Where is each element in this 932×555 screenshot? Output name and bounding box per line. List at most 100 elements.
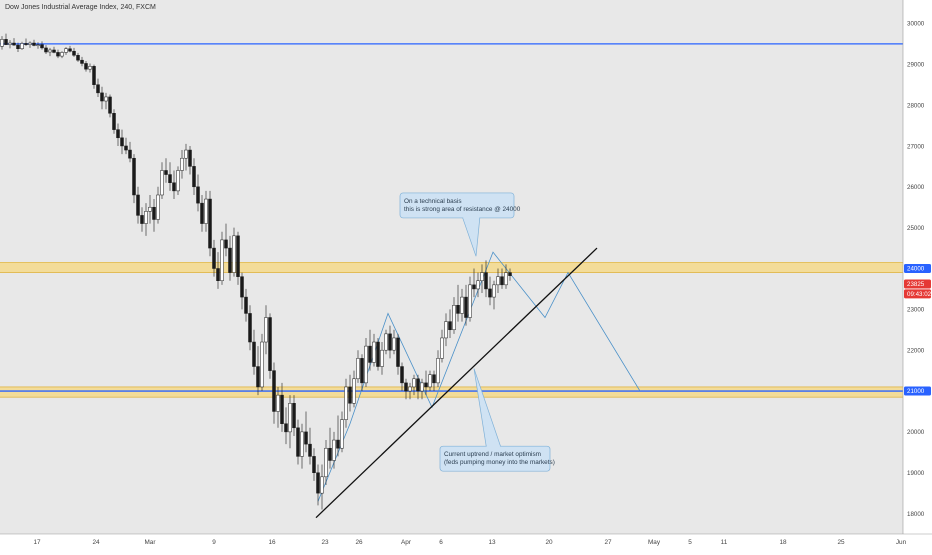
price-tag bbox=[904, 279, 931, 289]
y-tick-label: 28000 bbox=[907, 102, 925, 109]
candle-body bbox=[508, 272, 512, 276]
x-tick-label: 16 bbox=[268, 539, 276, 546]
candle-body bbox=[256, 366, 260, 388]
candle-body bbox=[444, 321, 448, 339]
candle-body bbox=[380, 349, 384, 367]
candle-body bbox=[56, 52, 60, 57]
price-tag-label: 21000 bbox=[907, 388, 925, 395]
candle-body bbox=[156, 194, 160, 220]
x-tick-label: May bbox=[648, 539, 661, 546]
x-tick-label: 26 bbox=[355, 539, 363, 546]
candle-body bbox=[468, 284, 472, 318]
candle-body bbox=[208, 198, 212, 249]
candle-body bbox=[184, 149, 188, 159]
candle-body bbox=[240, 276, 244, 298]
candle-body bbox=[356, 358, 360, 380]
candle-body bbox=[500, 276, 504, 286]
resistance-zone bbox=[0, 386, 903, 398]
candle-body bbox=[132, 157, 136, 196]
candle-body bbox=[136, 194, 140, 216]
candle-body bbox=[32, 42, 36, 46]
candle-body bbox=[164, 170, 168, 175]
candle-body bbox=[320, 476, 324, 494]
y-tick-label: 30000 bbox=[907, 21, 925, 28]
candle-body bbox=[268, 317, 272, 371]
callout-box[interactable] bbox=[399, 192, 515, 219]
candle-body bbox=[204, 198, 208, 224]
trendline[interactable] bbox=[315, 247, 598, 519]
candle-body bbox=[76, 55, 80, 61]
candle-body bbox=[4, 39, 8, 45]
candle-body bbox=[236, 235, 240, 277]
candle-body bbox=[100, 92, 104, 102]
candle-body bbox=[368, 345, 372, 363]
candle-body bbox=[328, 447, 332, 461]
candle-body bbox=[140, 215, 144, 224]
candle-body bbox=[480, 272, 484, 282]
candle-body bbox=[212, 247, 216, 269]
candle-body bbox=[288, 403, 292, 433]
candle-body bbox=[88, 66, 92, 70]
x-tick-label: Apr bbox=[401, 539, 412, 546]
candle-body bbox=[84, 63, 88, 70]
candle-body bbox=[28, 42, 32, 45]
callout-text: this is strong area of resistance @ 2400… bbox=[404, 206, 521, 213]
candle-body bbox=[36, 44, 40, 46]
candle-body bbox=[432, 374, 436, 384]
candle-body bbox=[96, 84, 100, 94]
candle-body bbox=[376, 341, 380, 367]
candle-body bbox=[372, 341, 376, 363]
x-tick-label: 25 bbox=[837, 539, 845, 546]
candle-body bbox=[116, 129, 120, 139]
x-tick-label: Jun bbox=[896, 539, 907, 546]
price-tag bbox=[904, 264, 931, 273]
candle-body bbox=[8, 42, 12, 45]
x-tick-label: 23 bbox=[321, 539, 329, 546]
candle-body bbox=[472, 284, 476, 290]
candle-body bbox=[220, 239, 224, 282]
candle-body bbox=[344, 386, 348, 420]
candle-body bbox=[260, 341, 264, 388]
candle-body bbox=[364, 345, 368, 384]
candle-body bbox=[52, 49, 56, 53]
candle-body bbox=[352, 378, 356, 404]
candle-body bbox=[12, 42, 16, 46]
price-tag-label: 23825 bbox=[907, 281, 925, 288]
candle-body bbox=[476, 280, 480, 290]
candle-body bbox=[488, 288, 492, 298]
candle-body bbox=[80, 59, 84, 64]
candle-body bbox=[104, 96, 108, 102]
candle-body bbox=[44, 47, 48, 53]
candle-body bbox=[144, 211, 148, 224]
candle-body bbox=[464, 296, 468, 318]
candle-body bbox=[336, 439, 340, 449]
callout-text: Current uptrend / market optimism bbox=[444, 451, 541, 458]
candle-body bbox=[176, 170, 180, 192]
candle-body bbox=[196, 186, 200, 204]
candle-body bbox=[416, 378, 420, 392]
candle-body bbox=[180, 157, 184, 171]
candle-body bbox=[348, 386, 352, 404]
callout-text: (feds pumping money into the markets) bbox=[444, 459, 555, 466]
candle-body bbox=[124, 145, 128, 151]
candle-body bbox=[0, 39, 4, 47]
candle-body bbox=[504, 272, 508, 286]
x-tick-label: 24 bbox=[92, 539, 100, 546]
candle-body bbox=[228, 247, 232, 273]
y-tick-label: 29000 bbox=[907, 62, 925, 69]
y-tick-label: 23000 bbox=[907, 307, 925, 314]
candle-body bbox=[408, 386, 412, 392]
candle-body bbox=[324, 447, 328, 478]
candle-body bbox=[428, 374, 432, 388]
y-tick-label: 27000 bbox=[907, 143, 925, 150]
candle-body bbox=[168, 174, 172, 183]
candle-body bbox=[40, 44, 44, 49]
y-tick-label: 18000 bbox=[907, 511, 925, 518]
price-tag-label: 09:43:02 bbox=[907, 291, 932, 298]
candle-body bbox=[24, 43, 28, 45]
time-axis bbox=[0, 534, 932, 550]
candle-body bbox=[440, 337, 444, 359]
candle-body bbox=[224, 239, 228, 249]
